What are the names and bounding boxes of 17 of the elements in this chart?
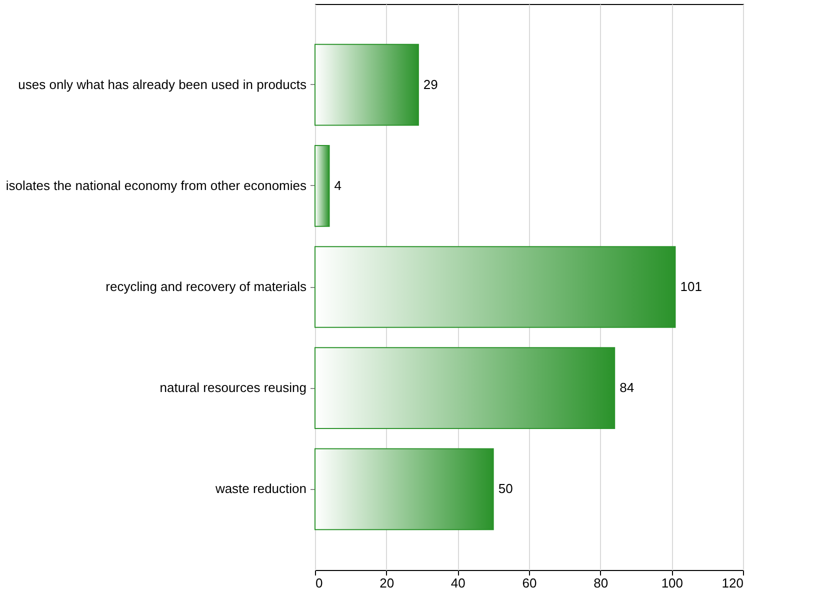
y-tick-label: waste reduction: [214, 481, 306, 496]
data-label: 29: [423, 76, 438, 92]
x-tick-label: 120: [722, 576, 744, 590]
y-tick-label: recycling and recovery of materials: [106, 279, 307, 294]
x-tick-label: 40: [450, 576, 466, 590]
x-tick-label: 0: [316, 576, 323, 590]
x-tick-label: 20: [380, 576, 394, 590]
data-label: 4: [334, 178, 342, 193]
y-tick-label: isolates the national economy from other economies: [6, 178, 307, 193]
y-tick-label: natural resources reusing: [160, 380, 306, 396]
y-tick-label: uses only what has already been used in products: [18, 76, 307, 92]
data-label: 84: [620, 380, 634, 396]
x-tick-label: 60: [522, 576, 537, 590]
x-tick-label: 80: [594, 576, 608, 590]
data-label: 50: [498, 481, 513, 496]
x-tick-label: 100: [661, 576, 684, 590]
data-label: 101: [680, 279, 702, 294]
